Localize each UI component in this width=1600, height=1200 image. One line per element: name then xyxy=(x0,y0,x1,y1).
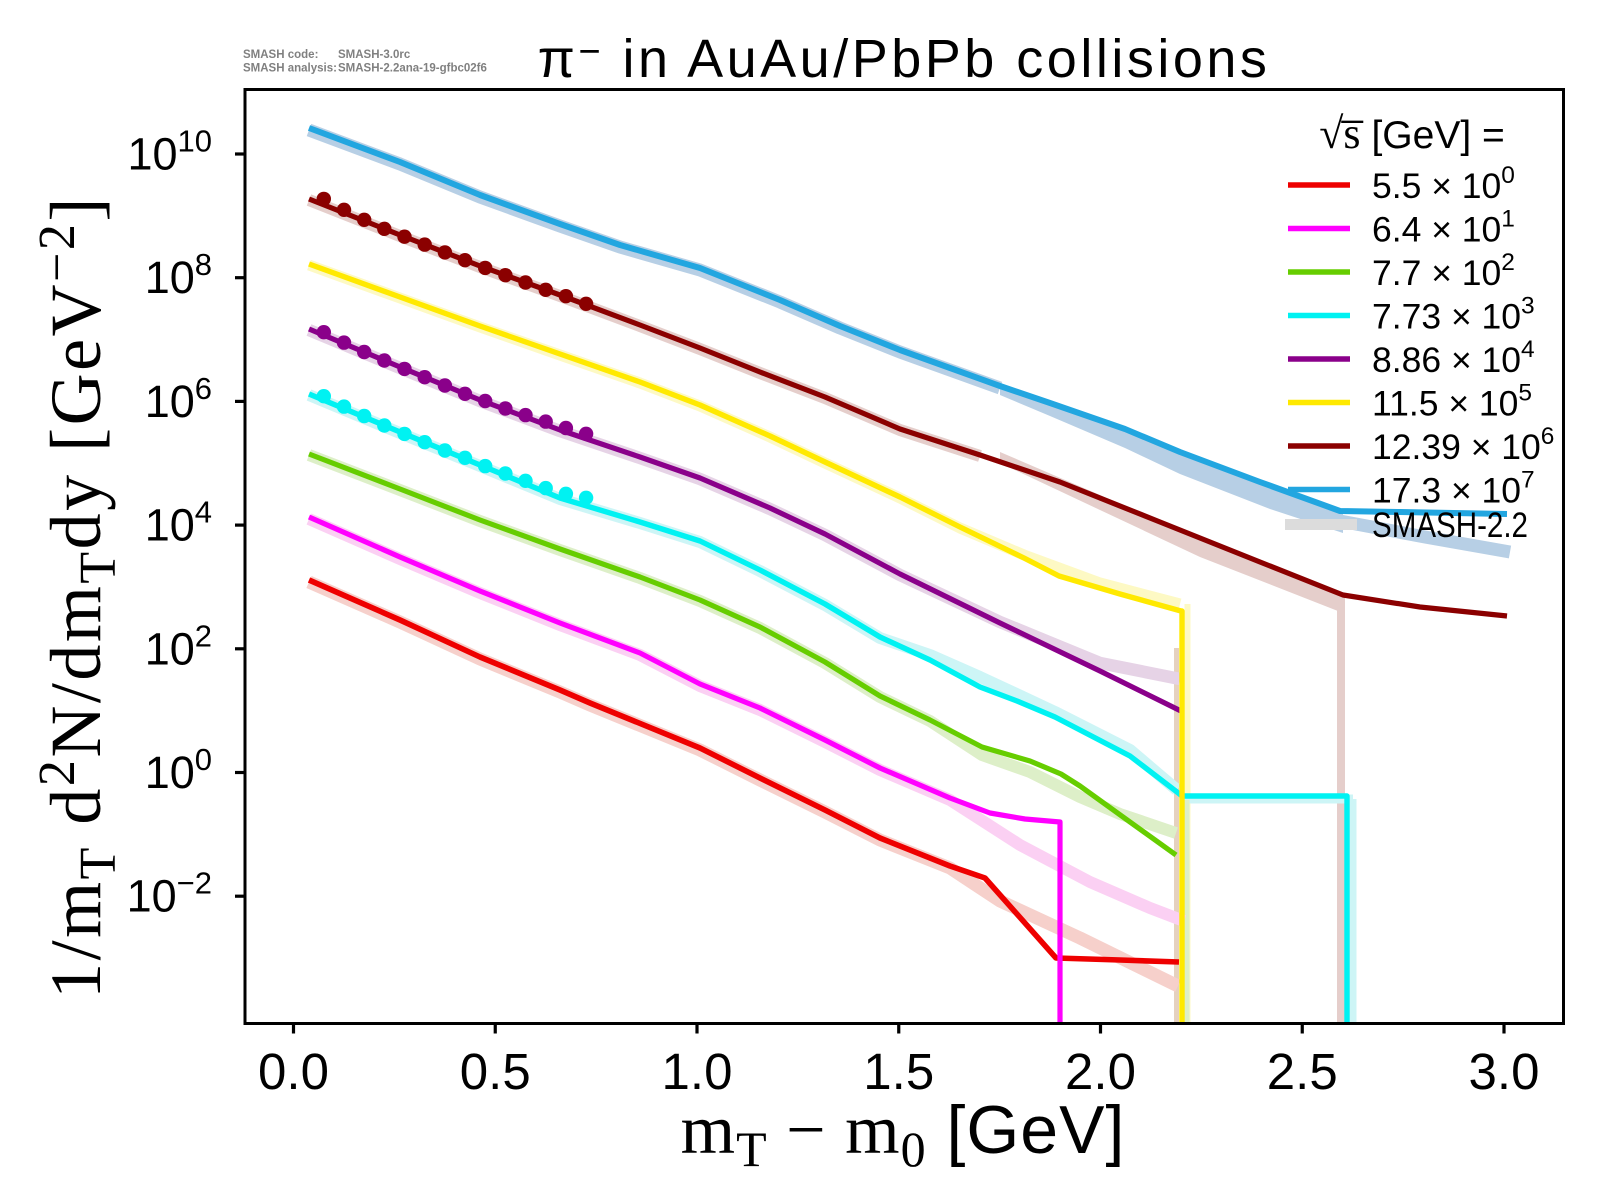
svg-text:π− in AuAu/PbPb collisions: π− in AuAu/PbPb collisions xyxy=(538,29,1271,89)
svg-text:SMASH-2.2: SMASH-2.2 xyxy=(1372,505,1528,545)
svg-text:SMASH-3.0rc: SMASH-3.0rc xyxy=(338,49,411,61)
svg-text:3.0: 3.0 xyxy=(1469,1043,1540,1100)
svg-text:2.5: 2.5 xyxy=(1267,1043,1338,1100)
svg-text:11.5 × 105: 11.5 × 105 xyxy=(1372,380,1532,424)
svg-text:17.3 × 107: 17.3 × 107 xyxy=(1372,467,1535,511)
svg-text:SMASH-2.2ana-19-gfbc02f6: SMASH-2.2ana-19-gfbc02f6 xyxy=(338,63,487,75)
svg-text:1.5: 1.5 xyxy=(863,1043,934,1100)
svg-text:2.0: 2.0 xyxy=(1065,1043,1136,1100)
svg-text:7.73 × 103: 7.73 × 103 xyxy=(1372,293,1535,337)
svg-text:12.39 × 106: 12.39 × 106 xyxy=(1372,423,1554,467)
svg-text:5.5 × 100: 5.5 × 100 xyxy=(1372,162,1515,206)
svg-text:0.0: 0.0 xyxy=(258,1043,329,1100)
svg-text:√s̅ [GeV] =: √s̅ [GeV] = xyxy=(1319,109,1505,158)
svg-text:0.5: 0.5 xyxy=(460,1043,531,1100)
svg-text:SMASH code:: SMASH code: xyxy=(243,49,318,61)
svg-text:7.7 × 102: 7.7 × 102 xyxy=(1372,249,1515,293)
svg-text:8.86 × 104: 8.86 × 104 xyxy=(1372,336,1535,380)
svg-text:SMASH analysis:: SMASH analysis: xyxy=(243,63,337,75)
svg-text:10−2: 10−2 xyxy=(127,866,212,922)
svg-text:6.4 × 101: 6.4 × 101 xyxy=(1372,206,1515,250)
svg-text:mT − m0 [GeV]: mT − m0 [GeV] xyxy=(681,1092,1126,1177)
svg-text:1.0: 1.0 xyxy=(662,1043,733,1100)
